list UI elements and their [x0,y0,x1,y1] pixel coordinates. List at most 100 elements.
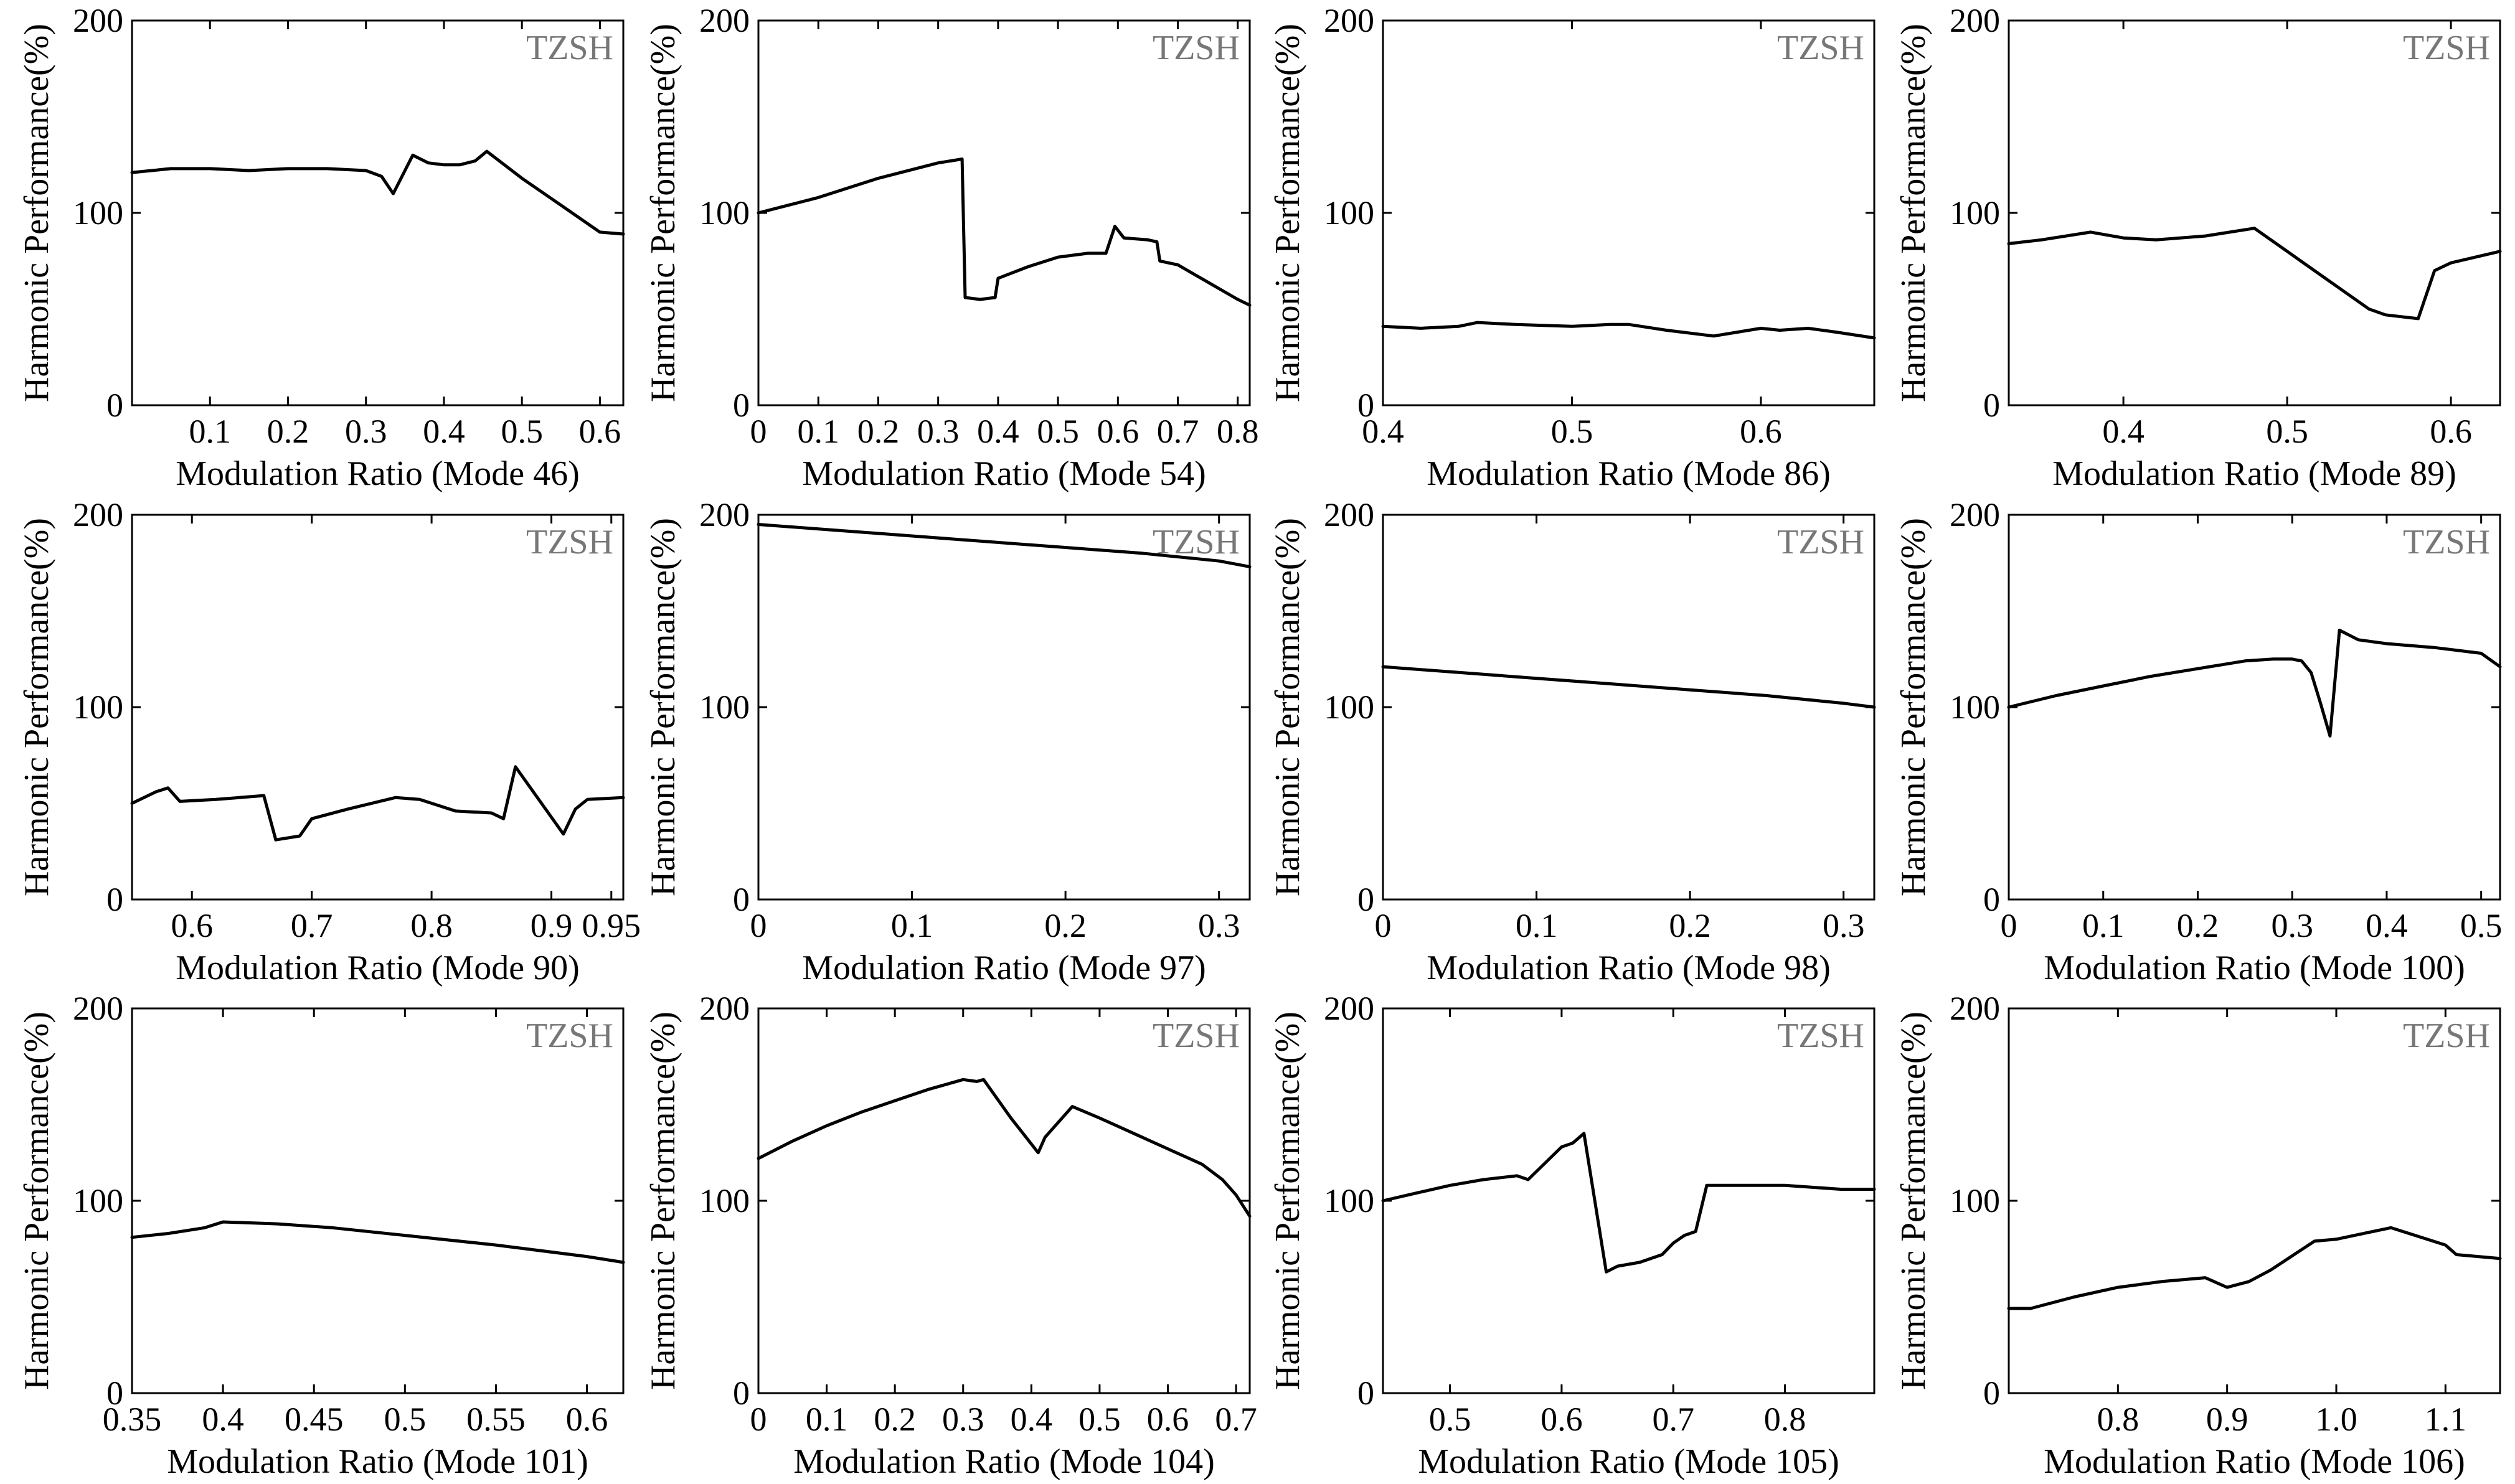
plot-frame [1382,19,1876,406]
x-axis-label: Modulation Ratio (Mode 89) [2052,454,2456,493]
x-tick-label: 0.2 [267,413,309,450]
x-tick-label: 0.5 [1078,1401,1121,1438]
series-line [130,1220,625,1264]
x-tick-label: 0.3 [1823,907,1865,944]
y-tick-label: 100 [1324,194,1374,232]
x-tick-label: 0.7 [1215,1401,1257,1438]
plot-frame [757,514,1251,901]
x-tick-label: 0.2 [857,413,900,450]
x-axis-label: Modulation Ratio (Mode 86) [1427,454,1831,493]
series-line [757,157,1252,307]
x-tick-label: 0.3 [2271,907,2313,944]
series-line [2007,227,2502,321]
x-tick-label: 0.2 [2177,907,2219,944]
y-axis-label: Harmonic Performance(%) [17,518,56,896]
x-tick-label: 0 [750,413,767,450]
y-tick-label: 0 [1357,387,1374,424]
plot-frame [2008,514,2501,901]
x-tick-label: 0.5 [2460,907,2503,944]
y-tick-label: 200 [1324,496,1374,533]
y-axis-label: Harmonic Performance(%) [644,1012,682,1390]
x-tick-label: 0.3 [942,1401,984,1438]
x-tick-label: 0.9 [531,907,573,944]
watermark-label: TZSH [2403,29,2490,67]
x-tick-label: 0.1 [1516,907,1558,944]
x-tick-label: 0.7 [1157,413,1199,450]
watermark-label: TZSH [1777,29,1864,67]
series-line [1381,665,1876,709]
x-tick-label: 0.1 [891,907,933,944]
plot-frame [131,19,625,406]
x-tick-label: 0.2 [874,1401,916,1438]
x-tick-label: 0.5 [1037,413,1079,450]
y-tick-label: 200 [1324,990,1374,1027]
y-axis-label: Harmonic Performance(%) [1268,1012,1307,1390]
y-tick-label: 100 [73,1182,123,1219]
y-axis-label: Harmonic Performance(%) [644,518,682,896]
y-tick-label: 200 [73,2,123,39]
y-tick-label: 0 [733,881,750,918]
subplot-12: 0 100 200 0.8 0.9 1.0 1.1 Modulation Ratio (Mod… [1894,990,2502,1481]
plot-frame [757,19,1251,406]
series-line [757,523,1252,568]
watermark-label: TZSH [1153,1017,1240,1055]
y-tick-label: 200 [699,496,750,533]
x-tick-label: 0.6 [171,907,213,944]
x-tick-label: 0.2 [1044,907,1087,944]
watermark-label: TZSH [526,29,613,67]
y-tick-label: 100 [699,1182,750,1219]
subplot-11: 0 100 200 0.5 0.6 0.7 0.8 Modulation Ratio (Mod… [1268,990,1876,1481]
x-tick-label: 0.5 [1551,413,1593,450]
x-tick-label: 0.3 [1198,907,1240,944]
x-axis-label: Modulation Ratio (Mode 104) [793,1442,1215,1481]
y-tick-label: 0 [733,387,750,424]
plot-frame [2008,1007,2501,1394]
y-tick-label: 0 [1983,881,2000,918]
y-tick-label: 0 [1983,1374,2000,1412]
watermark-label: TZSH [1777,1017,1864,1055]
x-tick-label: 0.5 [2266,413,2308,450]
subplot-10: 0 100 200 0 0.1 0.2 0.3 0.4 0.5 0.6 0.7Modulation … [644,990,1257,1481]
x-tick-label: 0.6 [2430,413,2472,450]
y-tick-label: 200 [73,496,123,533]
subplot-7: 0 100 200 0 0.1 0.2 0.3 Modulation Ratio (Mode … [1268,496,1876,987]
x-tick-label: 0.1 [806,1401,848,1438]
x-tick-label: 0.6 [1740,413,1782,450]
plot-frame [1382,1007,1876,1394]
watermark-label: TZSH [1153,29,1240,67]
watermark-label: TZSH [2403,1017,2490,1055]
watermark-label: TZSH [526,523,613,561]
x-tick-label: 0.6 [1147,1401,1189,1438]
y-tick-label: 100 [1950,1182,2000,1219]
y-tick-label: 100 [1950,194,2000,232]
subplot-4: 0 100 200 0.4 0.5 0.6 Modulation Ratio (Mode 8… [1894,2,2502,493]
watermark-label: TZSH [2403,523,2490,561]
series-line [1381,321,1876,340]
series-line [1381,1132,1876,1274]
y-tick-label: 0 [1357,881,1374,918]
x-tick-label: 0 [2001,907,2017,944]
x-tick-label: 0.6 [1097,413,1140,450]
x-axis-label: Modulation Ratio (Mode 46) [176,454,580,493]
y-tick-label: 100 [1950,688,2000,726]
x-tick-label: 0.8 [1217,413,1259,450]
watermark-label: TZSH [526,1017,613,1055]
x-tick-label: 0.8 [410,907,453,944]
x-tick-label: 0.8 [1764,1401,1806,1438]
x-tick-label: 0 [1375,907,1392,944]
x-tick-label: 0 [750,907,767,944]
x-tick-label: 0.35 [103,1401,162,1438]
x-tick-label: 0.3 [917,413,960,450]
x-tick-label: 0.3 [345,413,387,450]
x-tick-label: 0.45 [285,1401,344,1438]
y-tick-label: 100 [1324,688,1374,726]
y-tick-label: 0 [106,1374,123,1412]
x-tick-label: 0.5 [384,1401,427,1438]
y-tick-label: 200 [73,990,123,1027]
subplot-6: 0 100 200 0 0.1 0.2 0.3 Modulation Ratio (Mode … [644,496,1252,987]
x-tick-label: 0.95 [582,907,641,944]
y-tick-label: 200 [1324,2,1374,39]
subplot-3: 0 100 200 0.4 0.5 0.6 Modulation Ratio (Mode 8… [1268,2,1876,493]
x-tick-label: 0.7 [1652,1401,1694,1438]
y-axis-label: Harmonic Performance(%) [1268,518,1307,896]
